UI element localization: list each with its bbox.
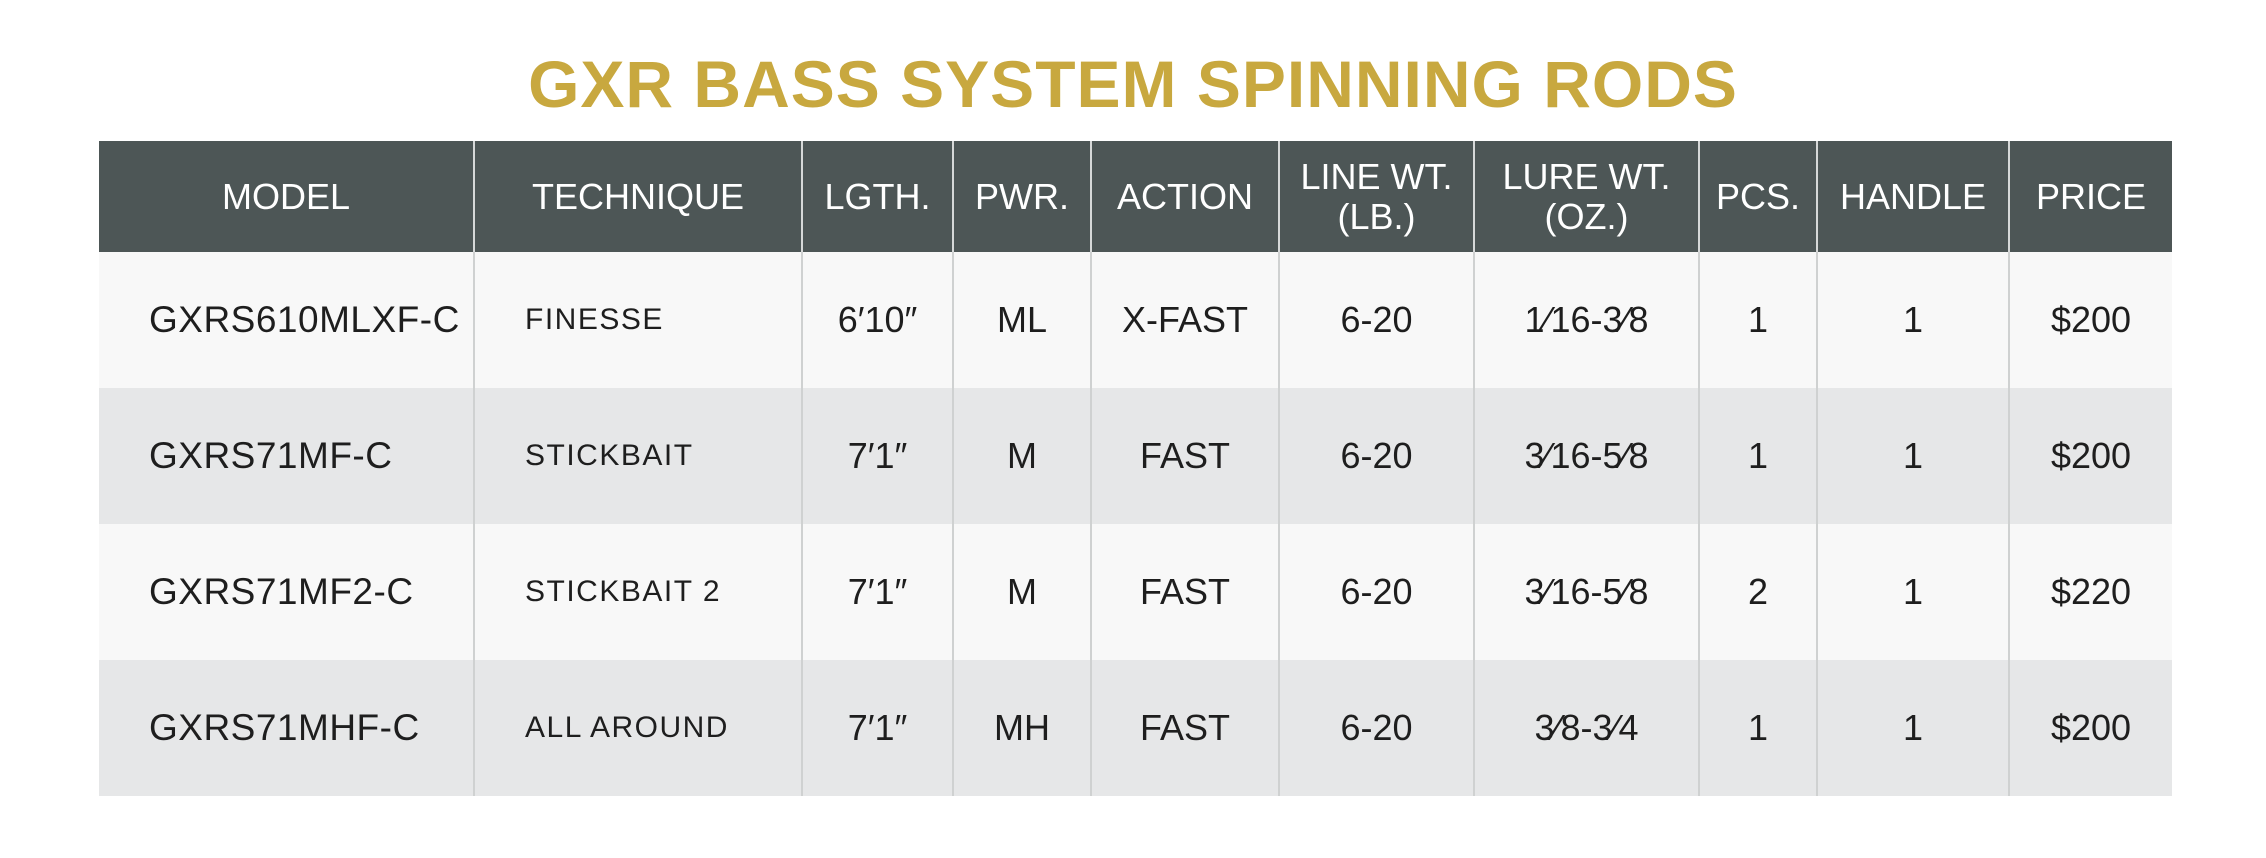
- power-cell: M: [952, 524, 1091, 660]
- action-cell: FAST: [1090, 524, 1279, 660]
- line-weight-cell: 6-20: [1278, 524, 1474, 660]
- column-header-action: ACTION: [1090, 141, 1279, 252]
- model-cell: GXRS71MHF-C: [99, 660, 474, 796]
- handle-cell: 1: [1816, 252, 2009, 388]
- column-header-line-weight: LINE WT. (LB.): [1278, 141, 1474, 252]
- technique-cell: STICKBAIT: [473, 388, 802, 524]
- page-title: GXR BASS SYSTEM SPINNING RODS: [528, 47, 1738, 121]
- technique-cell: ALL AROUND: [473, 660, 802, 796]
- pieces-cell: 2: [1698, 524, 1817, 660]
- length-cell: 6′10″: [801, 252, 953, 388]
- lure-weight-cell: 1⁄16-3⁄8: [1473, 252, 1699, 388]
- action-cell: FAST: [1090, 388, 1279, 524]
- lure-weight-cell: 3⁄16-5⁄8: [1473, 388, 1699, 524]
- model-cell: GXRS71MF2-C: [99, 524, 474, 660]
- lure-weight-cell: 3⁄8-3⁄4: [1473, 660, 1699, 796]
- power-cell: M: [952, 388, 1091, 524]
- price-cell: $220: [2008, 524, 2172, 660]
- column-header-length: LGTH.: [801, 141, 953, 252]
- handle-cell: 1: [1816, 388, 2009, 524]
- column-header-pieces: PCS.: [1698, 141, 1817, 252]
- price-cell: $200: [2008, 388, 2172, 524]
- handle-cell: 1: [1816, 660, 2009, 796]
- pieces-cell: 1: [1698, 252, 1817, 388]
- pieces-cell: 1: [1698, 660, 1817, 796]
- line-weight-cell: 6-20: [1278, 660, 1474, 796]
- model-cell: GXRS610MLXF-C: [99, 252, 474, 388]
- price-cell: $200: [2008, 660, 2172, 796]
- technique-cell: FINESSE: [473, 252, 802, 388]
- price-cell: $200: [2008, 252, 2172, 388]
- table-row: GXRS71MF2-C STICKBAIT 2 7′1″ M FAST 6-20…: [99, 524, 2172, 660]
- column-header-technique: TECHNIQUE: [473, 141, 802, 252]
- column-header-lure-weight: LURE WT. (OZ.): [1473, 141, 1699, 252]
- handle-cell: 1: [1816, 524, 2009, 660]
- column-header-price: PRICE: [2008, 141, 2172, 252]
- table-header-row: MODEL TECHNIQUE LGTH. PWR. ACTION LINE W…: [99, 141, 2172, 252]
- pieces-cell: 1: [1698, 388, 1817, 524]
- spec-table: MODEL TECHNIQUE LGTH. PWR. ACTION LINE W…: [99, 141, 2172, 796]
- lure-weight-cell: 3⁄16-5⁄8: [1473, 524, 1699, 660]
- power-cell: ML: [952, 252, 1091, 388]
- action-cell: X-FAST: [1090, 252, 1279, 388]
- column-header-model: MODEL: [99, 141, 474, 252]
- length-cell: 7′1″: [801, 524, 953, 660]
- table-row: GXRS610MLXF-C FINESSE 6′10″ ML X-FAST 6-…: [99, 252, 2172, 388]
- length-cell: 7′1″: [801, 660, 953, 796]
- length-cell: 7′1″: [801, 388, 953, 524]
- line-weight-cell: 6-20: [1278, 252, 1474, 388]
- model-cell: GXRS71MF-C: [99, 388, 474, 524]
- line-weight-cell: 6-20: [1278, 388, 1474, 524]
- column-header-handle: HANDLE: [1816, 141, 2009, 252]
- table-row: GXRS71MHF-C ALL AROUND 7′1″ MH FAST 6-20…: [99, 660, 2172, 796]
- column-header-power: PWR.: [952, 141, 1091, 252]
- table-row: GXRS71MF-C STICKBAIT 7′1″ M FAST 6-20 3⁄…: [99, 388, 2172, 524]
- action-cell: FAST: [1090, 660, 1279, 796]
- technique-cell: STICKBAIT 2: [473, 524, 802, 660]
- power-cell: MH: [952, 660, 1091, 796]
